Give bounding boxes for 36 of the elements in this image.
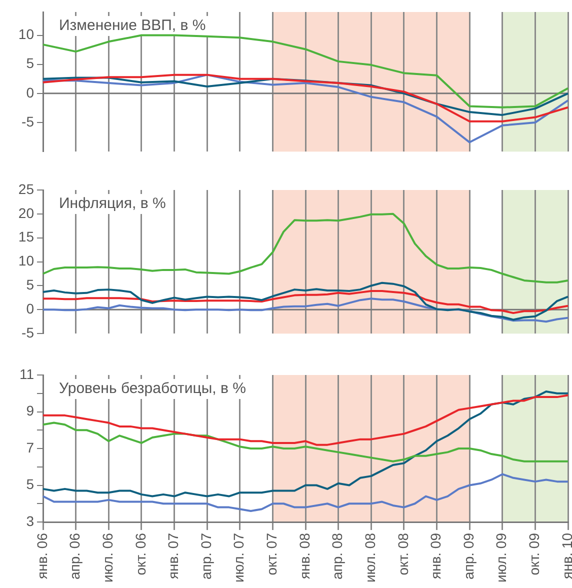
x-tick-label: июл. 09	[493, 532, 510, 583]
x-tick-label: янв. 06	[34, 532, 50, 580]
y-tick-label: 0	[26, 84, 34, 100]
chart-title: Изменение ВВП, в %	[59, 17, 206, 34]
y-tick-label: 7	[26, 439, 34, 456]
y-tick-label: -5	[22, 324, 34, 340]
x-tick-label: янв. 07	[165, 532, 182, 580]
y-tick-label: 15	[18, 228, 34, 245]
x-tick-label: апр. 09	[460, 532, 476, 580]
x-tick-label: окт. 08	[394, 532, 411, 576]
x-tick-label: янв. 09	[428, 532, 444, 580]
x-tick-label: апр. 07	[198, 532, 214, 580]
y-tick-label: 11	[19, 366, 34, 382]
x-tick-label: окт. 06	[132, 532, 148, 576]
y-tick-label: -5	[22, 113, 34, 130]
chart-title: Инфляция, в %	[59, 195, 166, 212]
y-tick-label: 10	[18, 26, 34, 42]
y-tick-label: 3	[26, 512, 34, 529]
y-tick-label: 20	[18, 204, 34, 221]
y-tick-label: 5	[26, 476, 34, 492]
y-tick-label: 5	[26, 276, 34, 293]
y-tick-label: 25	[18, 180, 34, 197]
y-tick-label: 9	[26, 402, 34, 419]
x-tick-label: апр. 06	[66, 532, 83, 580]
y-tick-label: 10	[18, 252, 34, 269]
x-tick-label: янв. 10	[558, 532, 572, 580]
y-tick-label: 0	[26, 300, 34, 317]
x-tick-label: июл. 08	[362, 532, 378, 583]
x-tick-label: окт. 07	[264, 532, 280, 576]
x-tick-label: окт. 09	[526, 532, 542, 576]
x-tick-label: июл. 07	[230, 532, 247, 583]
x-tick-label: апр. 08	[329, 532, 346, 580]
x-tick-label: янв. 08	[296, 532, 312, 580]
y-tick-label: 5	[26, 55, 34, 72]
x-tick-label: июл. 06	[99, 532, 116, 583]
chart-title: Уровень безработицы, в %	[59, 380, 246, 398]
